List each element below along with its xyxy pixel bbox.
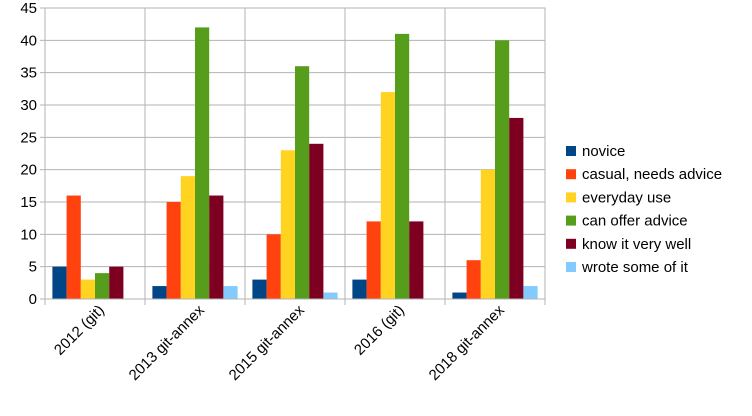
legend-label: everyday use	[582, 189, 671, 206]
bar-everyday-use	[280, 150, 295, 299]
bar-everyday-use	[180, 176, 195, 299]
bar-casual-needs-advice	[266, 234, 281, 299]
legend-label: wrote some of it	[581, 259, 689, 276]
legend-swatch	[566, 192, 576, 203]
y-tick-label: 10	[20, 226, 37, 243]
y-tick-label: 30	[20, 97, 37, 114]
axes	[40, 7, 546, 300]
legend-swatch	[566, 262, 576, 272]
bar-casual-needs-advice	[166, 202, 181, 299]
bar-know-it-very-well	[109, 266, 124, 299]
bar-can-offer-advice	[495, 40, 510, 299]
y-tick-label: 40	[20, 32, 37, 49]
bar-wrote-some-of-it	[523, 286, 538, 299]
x-tick-labels: 2012 (git) 2013 git-annex 2015 git-annex 20…	[51, 301, 508, 384]
bar-wrote-some-of-it	[323, 292, 338, 299]
legend-swatch	[566, 238, 576, 249]
y-tick-label: 25	[20, 129, 37, 146]
y-tick-label: 45	[20, 0, 37, 17]
x-tick-label: 2018 git-annex	[426, 301, 509, 384]
bar-can-offer-advice	[295, 66, 310, 299]
bar-casual-needs-advice	[66, 195, 81, 299]
bar-novice	[352, 279, 367, 299]
y-tick-label: 20	[20, 162, 37, 179]
bar-know-it-very-well	[209, 195, 224, 299]
x-tick-label: 2012 (git)	[51, 302, 108, 359]
bar-wrote-some-of-it	[223, 286, 238, 299]
bar-can-offer-advice	[95, 273, 110, 299]
bar-novice	[252, 279, 267, 299]
bar-novice	[52, 266, 67, 299]
x-tick-label: 2016 (git)	[351, 302, 408, 359]
bar-everyday-use	[380, 92, 395, 299]
y-tick-label: 15	[20, 194, 37, 211]
y-tick-label: 35	[20, 65, 37, 82]
legend-label: can offer advice	[582, 213, 688, 230]
bar-know-it-very-well	[409, 221, 424, 299]
bar-novice	[452, 292, 467, 299]
legend-label: know it very well	[582, 236, 691, 253]
bar-can-offer-advice	[395, 33, 410, 299]
y-tick-label: 0	[29, 291, 37, 308]
bar-everyday-use	[480, 169, 495, 299]
legend: novice casual, needs advice everyday use ca…	[566, 143, 722, 276]
bar-everyday-use	[80, 279, 95, 299]
bar-casual-needs-advice	[366, 221, 381, 299]
bar-casual-needs-advice	[466, 260, 481, 299]
y-tick-label: 5	[29, 259, 37, 276]
plot-area-border	[44, 7, 546, 300]
bar-know-it-very-well	[309, 143, 324, 299]
bar-know-it-very-well	[509, 117, 524, 299]
x-tick-label: 2013 git-annex	[126, 301, 209, 384]
legend-swatch	[566, 169, 576, 180]
legend-label: novice	[582, 143, 625, 160]
bar-novice	[152, 286, 167, 299]
y-tick-labels: 0 5 10 15 20 25 30 35 40 45	[20, 0, 37, 308]
legend-swatch	[566, 146, 576, 156]
legend-swatch	[566, 215, 576, 226]
bar-can-offer-advice	[195, 27, 210, 300]
legend-label: casual, needs advice	[582, 166, 722, 183]
bars	[52, 27, 538, 300]
x-tick-label: 2015 git-annex	[226, 301, 309, 384]
